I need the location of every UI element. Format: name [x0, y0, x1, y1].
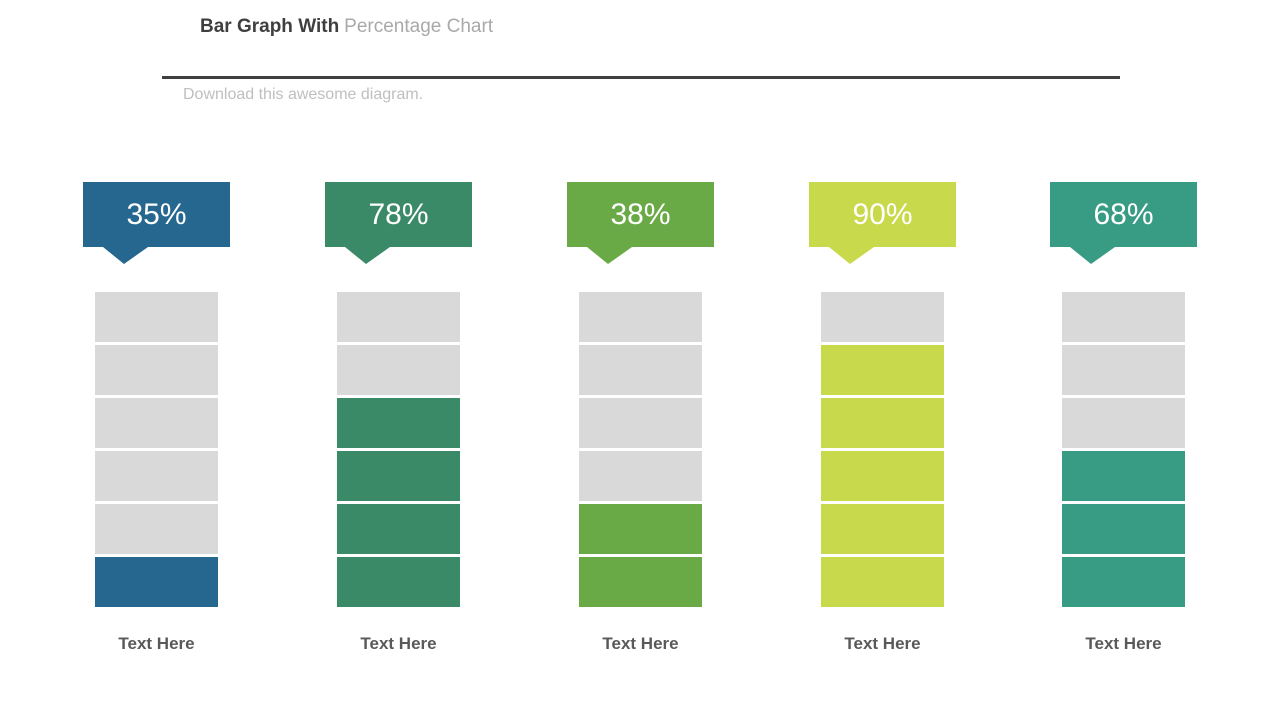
chart-column-2: 78% Text Here	[325, 182, 472, 682]
bar-segment-filled	[821, 345, 944, 395]
badge-pointer-icon	[1070, 247, 1115, 264]
bar-segment-empty	[579, 451, 702, 501]
bar-segment-empty	[579, 345, 702, 395]
segment-stack	[579, 292, 702, 607]
bar-segment-empty	[1062, 292, 1185, 342]
bar-segment-filled	[821, 451, 944, 501]
badge-pointer-icon	[345, 247, 390, 264]
percent-value: 78%	[368, 198, 429, 231]
bar-segment-empty	[95, 292, 218, 342]
bar-segment-filled	[579, 504, 702, 554]
segment-stack	[1062, 292, 1185, 607]
category-label: Text Here	[118, 634, 195, 653]
bar-segment-empty	[337, 345, 460, 395]
badge-pointer-icon	[587, 247, 632, 264]
title-bold-text: Bar Graph With	[200, 16, 340, 37]
category-label: Text Here	[844, 634, 921, 653]
bar-segment-filled	[95, 557, 218, 607]
page-title: Bar Graph With Percentage Chart	[200, 16, 493, 38]
title-light-text: Percentage Chart	[344, 16, 494, 37]
chart-column-1: 35% Text Here	[83, 182, 230, 682]
bar-segment-empty	[821, 292, 944, 342]
badge-pointer-icon	[829, 247, 874, 264]
bar-segment-empty	[1062, 345, 1185, 395]
segment-stack	[95, 292, 218, 607]
percent-badge: 38%	[567, 182, 714, 264]
bar-segment-filled	[337, 398, 460, 448]
bar-segment-empty	[337, 292, 460, 342]
bar-segment-empty	[95, 398, 218, 448]
percent-value: 90%	[852, 198, 913, 231]
bar-segment-filled	[821, 557, 944, 607]
bar-segment-filled	[1062, 557, 1185, 607]
bar-segment-filled	[1062, 451, 1185, 501]
bar-segment-empty	[579, 398, 702, 448]
percent-value: 35%	[126, 198, 187, 231]
bar-segment-filled	[821, 398, 944, 448]
bar-segment-filled	[1062, 504, 1185, 554]
bar-segment-empty	[95, 451, 218, 501]
bar-segment-empty	[579, 292, 702, 342]
category-label: Text Here	[1085, 634, 1162, 653]
percent-badge: 35%	[83, 182, 230, 264]
percent-value: 38%	[610, 198, 671, 231]
bar-segment-filled	[337, 557, 460, 607]
category-label: Text Here	[602, 634, 679, 653]
bar-segment-empty	[1062, 398, 1185, 448]
percent-badge: 78%	[325, 182, 472, 264]
category-label: Text Here	[360, 634, 437, 653]
chart-column-3: 38% Text Here	[567, 182, 714, 682]
subtitle-text: Download this awesome diagram.	[183, 86, 424, 103]
bar-segment-filled	[337, 451, 460, 501]
percent-badge: 68%	[1050, 182, 1197, 264]
chart-column-4: 90% Text Here	[809, 182, 956, 682]
segment-stack	[337, 292, 460, 607]
chart-column-5: 68% Text Here	[1050, 182, 1197, 682]
bar-segment-empty	[95, 345, 218, 395]
bar-segment-filled	[821, 504, 944, 554]
divider-line	[162, 76, 1120, 79]
segment-stack	[821, 292, 944, 607]
bar-segment-empty	[95, 504, 218, 554]
badge-pointer-icon	[103, 247, 148, 264]
percent-value: 68%	[1093, 198, 1154, 231]
percent-badge: 90%	[809, 182, 956, 264]
bar-segment-filled	[337, 504, 460, 554]
bar-segment-filled	[579, 557, 702, 607]
